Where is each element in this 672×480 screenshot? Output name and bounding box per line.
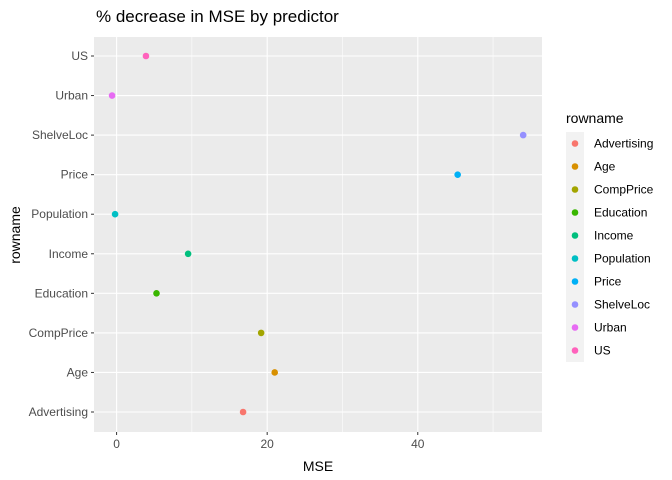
legend-label-price: Price	[594, 275, 622, 289]
y-tick-label: Population	[31, 207, 88, 221]
y-tick-label: CompPrice	[29, 326, 89, 340]
point-education	[153, 290, 160, 297]
legend-title: rowname	[566, 110, 624, 126]
x-tick-label: 0	[113, 437, 120, 451]
major-gridlines	[94, 37, 542, 432]
legend: rowname Advertising Age CompPrice Education…	[566, 110, 654, 362]
chart-title: % decrease in MSE by predictor	[96, 7, 339, 26]
legend-key-price	[571, 278, 579, 285]
legend-label-population: Population	[594, 252, 651, 266]
point-us	[142, 52, 150, 60]
legend-label-age: Age	[594, 160, 616, 174]
legend-label-shelveloc: ShelveLoc	[594, 298, 650, 312]
y-tick-label: Advertising	[29, 405, 88, 419]
legend-label-us: US	[594, 344, 611, 358]
y-tick-label: Income	[49, 247, 89, 261]
y-tick-label: Urban	[55, 89, 88, 103]
legend-key-age	[571, 163, 579, 170]
legend-key-urban	[571, 324, 579, 331]
point-population	[111, 210, 119, 218]
point-advertising	[239, 408, 247, 416]
point-price	[454, 171, 461, 178]
y-tick-label: Age	[67, 365, 89, 379]
minor-gridlines	[191, 37, 494, 432]
legend-label-urban: Urban	[594, 321, 627, 335]
legend-label-education: Education	[594, 206, 647, 220]
plot-panel	[94, 37, 542, 432]
x-tick-label: 20	[260, 437, 274, 451]
legend-label-advertising: Advertising	[594, 137, 653, 151]
legend-label-income: Income	[594, 229, 634, 243]
point-income	[184, 250, 192, 258]
legend-key-us	[571, 347, 579, 354]
x-axis-title: MSE	[303, 458, 333, 474]
point-shelveloc	[519, 131, 527, 139]
y-axis: Advertising Age CompPrice Education Income Po…	[29, 49, 94, 419]
y-tick-label: ShelveLoc	[32, 128, 88, 142]
x-axis: 0 20 40	[113, 432, 425, 451]
y-tick-label: US	[71, 49, 88, 63]
legend-key-population	[571, 255, 579, 262]
legend-label-compprice: CompPrice	[594, 183, 654, 197]
legend-key-advertising	[571, 140, 579, 147]
point-compprice	[257, 329, 265, 337]
legend-key-income	[571, 232, 579, 239]
legend-key-shelveloc	[571, 301, 579, 308]
data-points	[108, 52, 527, 416]
point-urban	[108, 92, 116, 99]
legend-key-compprice	[571, 186, 579, 193]
y-tick-label: Education	[35, 286, 88, 300]
legend-key-education	[571, 209, 579, 216]
y-tick-label: Price	[61, 168, 89, 182]
y-axis-title: rowname	[7, 206, 23, 264]
point-age	[271, 369, 279, 376]
x-tick-label: 40	[411, 437, 425, 451]
